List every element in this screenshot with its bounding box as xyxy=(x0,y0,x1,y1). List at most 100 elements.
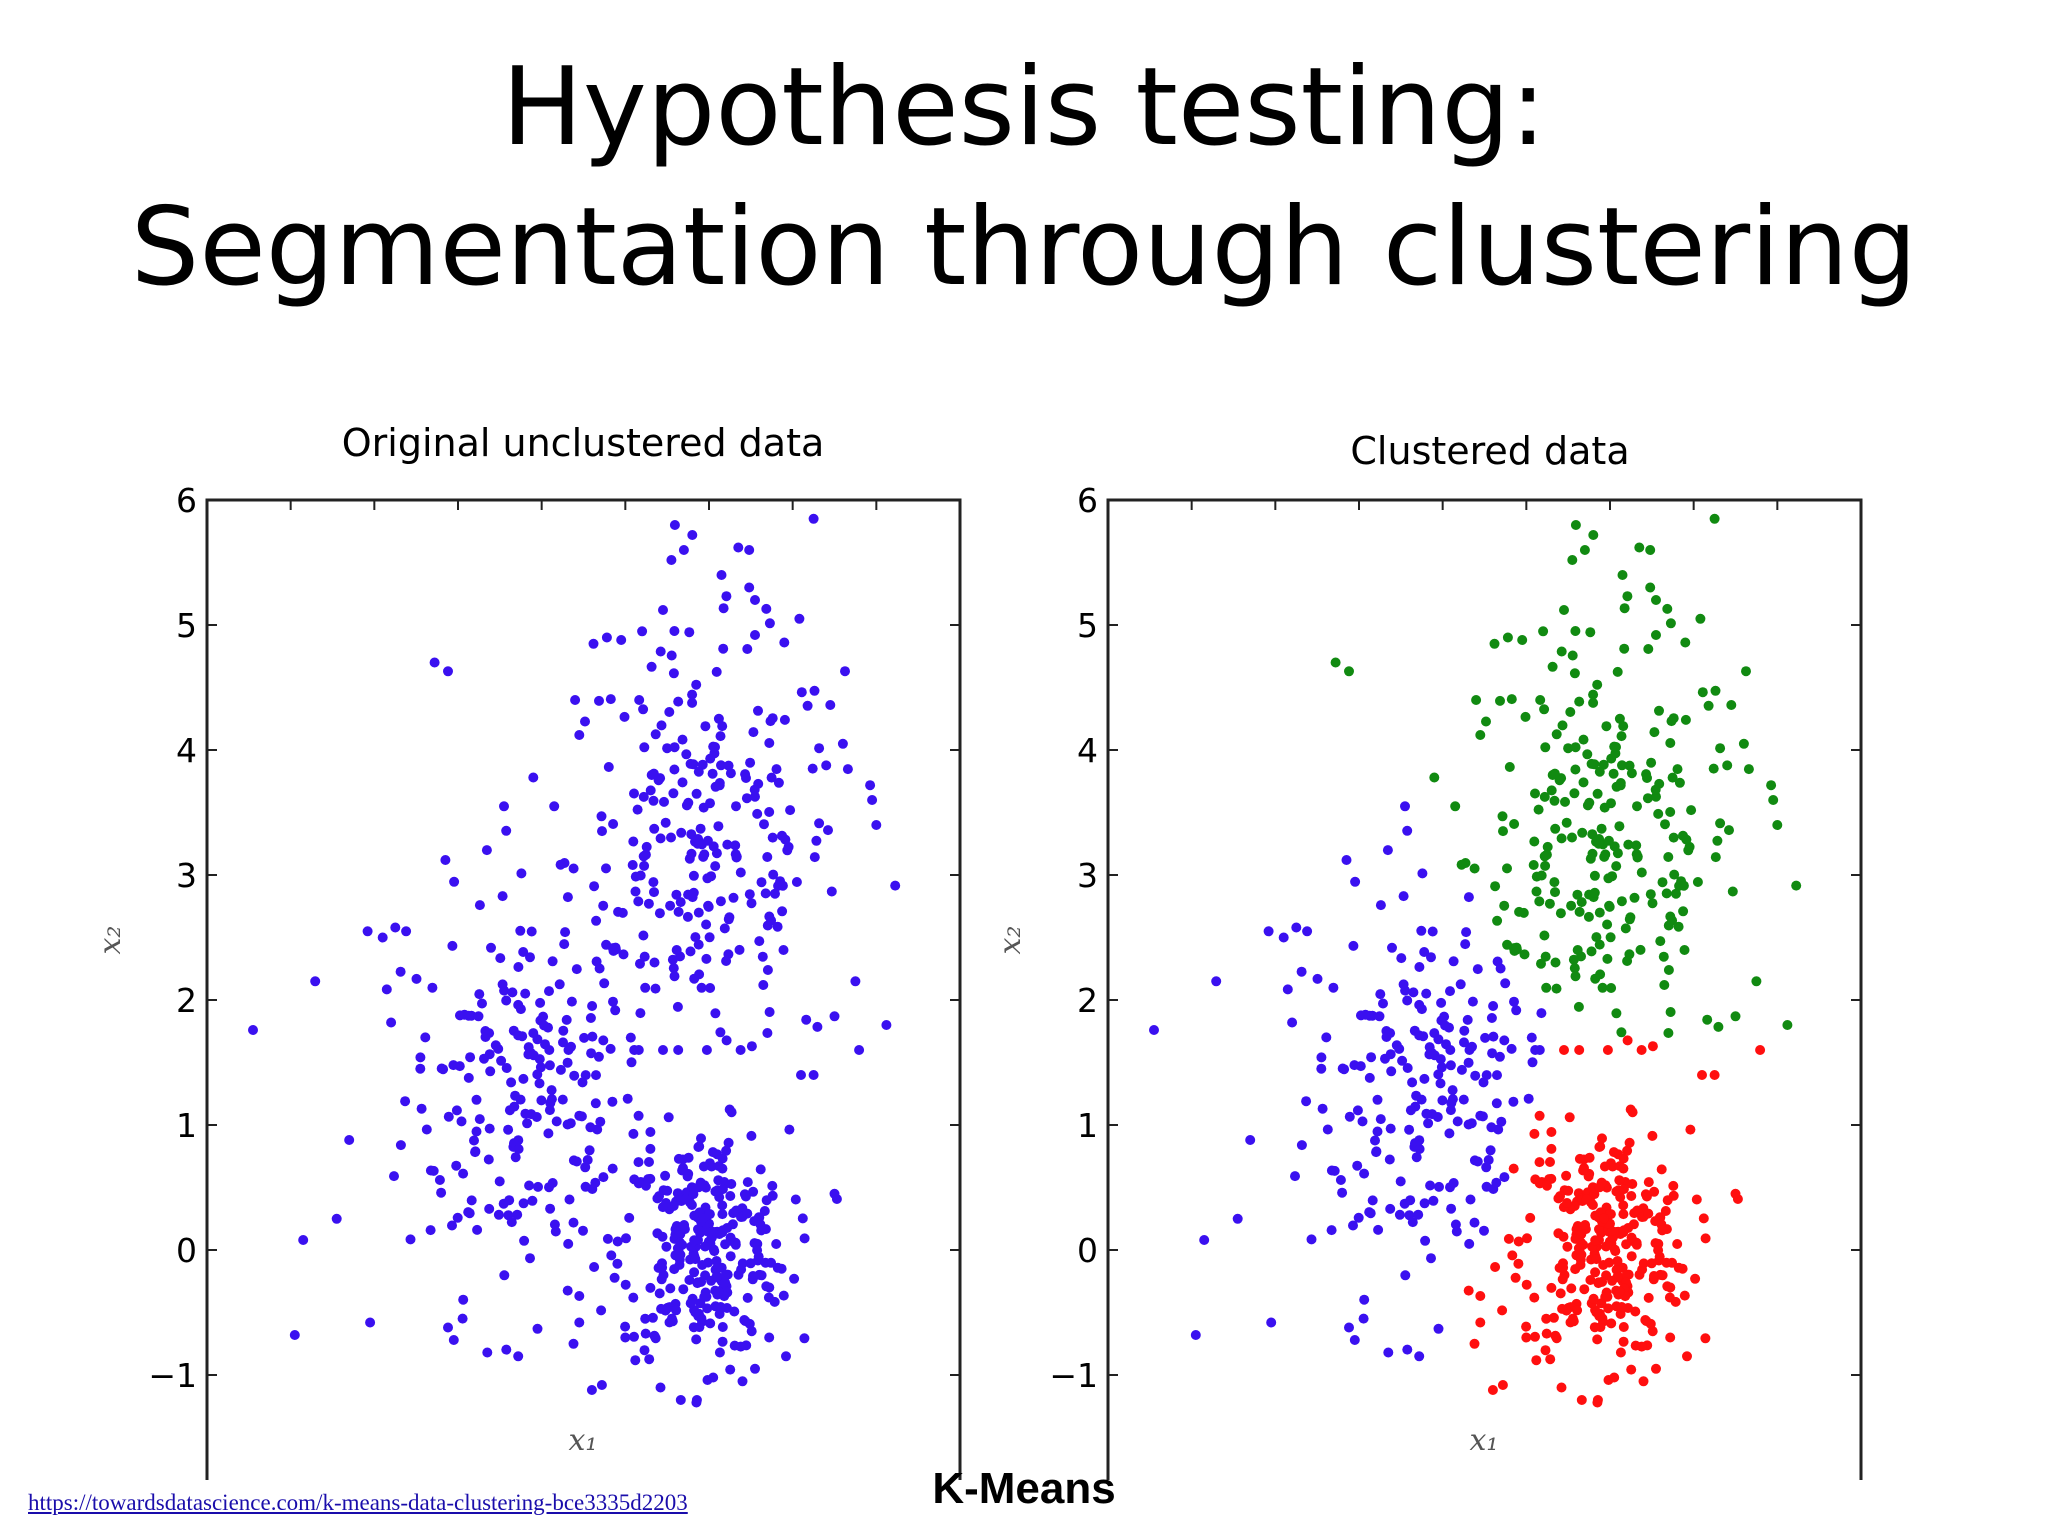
data-point xyxy=(1353,1212,1364,1223)
data-point xyxy=(569,1070,580,1081)
data-point xyxy=(563,1045,574,1055)
data-point xyxy=(1479,1225,1489,1236)
data-point xyxy=(1405,1195,1416,1206)
data-point xyxy=(665,1283,676,1294)
data-point xyxy=(1378,998,1388,1009)
data-point xyxy=(1665,738,1676,748)
data-point xyxy=(717,1336,728,1347)
data-point xyxy=(1470,1070,1481,1081)
data-point xyxy=(1492,956,1503,967)
data-point xyxy=(469,1135,479,1146)
data-point xyxy=(1751,976,1762,987)
data-point xyxy=(1302,926,1313,937)
data-point xyxy=(643,898,654,909)
y-tick-label: 4 xyxy=(1077,731,1098,770)
data-point xyxy=(1621,1270,1632,1280)
data-point xyxy=(1606,1225,1617,1236)
data-point xyxy=(723,914,734,925)
data-point xyxy=(1656,1164,1667,1175)
data-point xyxy=(1569,963,1580,974)
data-point xyxy=(1582,749,1593,760)
data-point xyxy=(658,605,668,615)
data-point xyxy=(1612,1256,1623,1266)
data-point xyxy=(639,860,650,871)
data-point xyxy=(501,825,512,836)
data-point xyxy=(716,760,726,771)
data-point xyxy=(1550,823,1561,834)
data-point xyxy=(1413,1209,1424,1220)
data-point xyxy=(644,1354,655,1365)
data-point xyxy=(640,1328,651,1339)
data-point xyxy=(606,1250,617,1261)
data-point xyxy=(594,695,604,706)
data-point xyxy=(1724,825,1734,836)
data-point xyxy=(1211,976,1222,987)
data-point xyxy=(652,1193,663,1204)
data-point xyxy=(1465,1194,1476,1205)
data-point xyxy=(701,953,712,964)
data-point xyxy=(1384,1154,1395,1165)
data-point xyxy=(1710,852,1721,863)
data-point xyxy=(654,908,665,919)
data-point xyxy=(777,880,788,891)
data-point xyxy=(1768,795,1779,805)
data-point xyxy=(1518,907,1529,918)
data-point xyxy=(1593,838,1604,849)
data-point xyxy=(1557,1303,1568,1314)
data-point xyxy=(544,1105,555,1116)
data-point xyxy=(702,1303,713,1314)
data-point xyxy=(640,982,651,993)
data-point xyxy=(534,1078,545,1089)
data-point xyxy=(1459,1025,1470,1036)
data-point xyxy=(1679,945,1690,955)
data-point xyxy=(507,987,518,998)
data-point xyxy=(1546,785,1557,796)
data-point xyxy=(1411,1152,1422,1163)
data-point xyxy=(1602,1291,1613,1302)
data-point xyxy=(656,1274,667,1285)
data-point xyxy=(518,1198,529,1209)
data-point xyxy=(1278,932,1289,943)
data-point xyxy=(708,1244,719,1255)
data-point xyxy=(1408,987,1419,998)
data-point xyxy=(1398,979,1409,990)
data-point xyxy=(1414,962,1425,972)
data-point xyxy=(555,859,566,870)
data-point xyxy=(764,807,775,817)
data-point xyxy=(1668,832,1679,843)
data-point xyxy=(1481,716,1491,727)
data-point xyxy=(661,1241,672,1252)
data-point xyxy=(785,805,796,816)
data-point xyxy=(510,1152,521,1163)
data-point xyxy=(1638,1376,1649,1387)
data-point xyxy=(683,1152,694,1163)
source-link[interactable]: https://towardsdatascience.com/k-means-d… xyxy=(28,1490,688,1515)
data-point xyxy=(842,764,853,775)
data-point xyxy=(733,1269,744,1280)
data-point xyxy=(1738,738,1749,749)
data-point xyxy=(411,973,422,984)
data-point xyxy=(395,966,406,977)
data-point xyxy=(473,1011,484,1022)
data-point xyxy=(644,1157,654,1167)
data-point xyxy=(673,696,684,707)
data-point xyxy=(1366,1052,1377,1063)
data-point xyxy=(1434,1181,1444,1192)
data-point xyxy=(456,1116,467,1127)
data-point xyxy=(1344,1322,1354,1333)
data-point xyxy=(1486,1122,1497,1133)
data-point xyxy=(451,1160,462,1171)
data-point xyxy=(1601,1241,1612,1252)
data-point xyxy=(1429,1028,1440,1039)
data-point xyxy=(1488,1001,1499,1011)
data-point xyxy=(645,785,656,796)
data-point xyxy=(1660,819,1670,830)
data-point xyxy=(1546,1127,1557,1137)
data-point xyxy=(764,1332,775,1343)
data-point xyxy=(1423,1118,1434,1129)
data-point xyxy=(1539,704,1550,715)
data-point xyxy=(1462,1014,1473,1025)
data-point xyxy=(1372,1126,1383,1137)
data-point xyxy=(1402,1344,1413,1355)
